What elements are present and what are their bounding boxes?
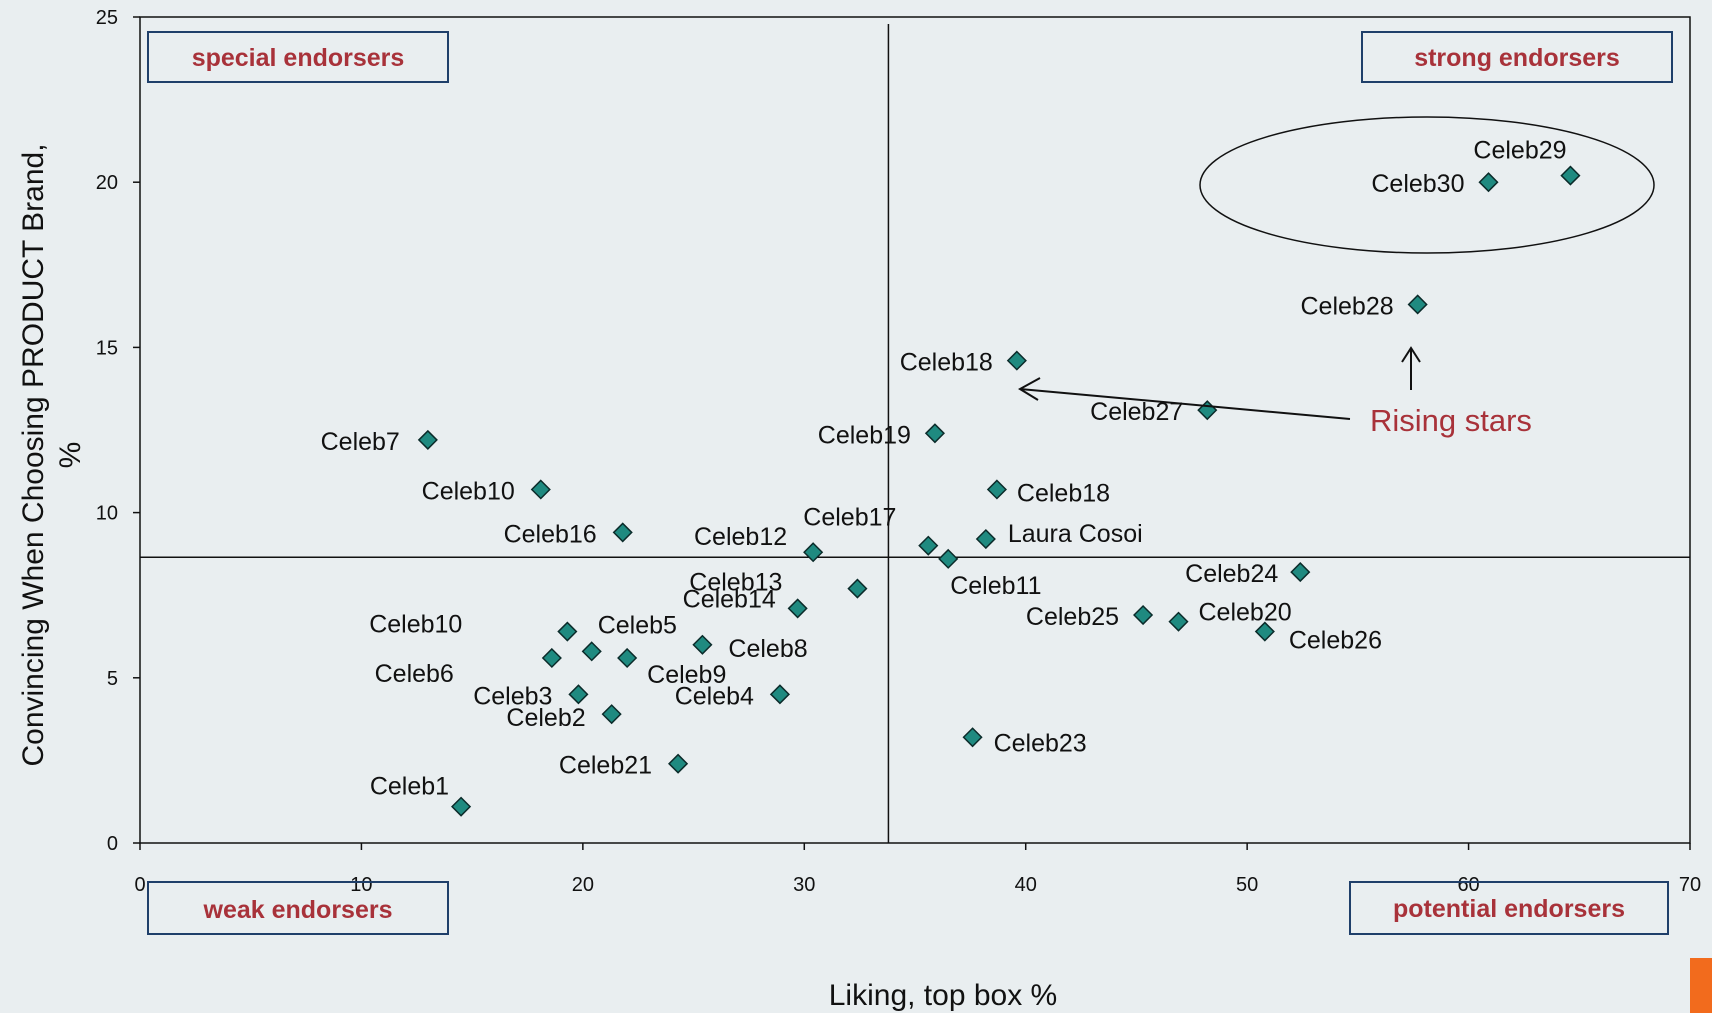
data-point-marker	[924, 423, 945, 444]
rising-stars-ellipse	[1199, 116, 1655, 254]
quadrant-box-potential	[1349, 881, 1669, 935]
data-point-marker	[568, 684, 589, 705]
data-point-marker	[918, 535, 939, 556]
x-tick-label: 60	[1457, 874, 1479, 896]
data-point-marker	[1290, 562, 1311, 583]
data-point-label: Celeb20	[1199, 599, 1292, 627]
corner-accent	[1690, 958, 1712, 1013]
rising-stars-arrowhead-left	[1018, 377, 1041, 401]
x-tick-label: 40	[1015, 874, 1037, 896]
data-point-marker	[451, 796, 472, 817]
data-point-label: Celeb3	[473, 682, 552, 710]
data-point-label: Celeb11	[950, 572, 1041, 600]
data-point-marker	[1407, 294, 1428, 315]
data-point-marker	[1478, 172, 1499, 193]
rising-stars-label: Rising stars	[1370, 403, 1532, 438]
data-point-label: Celeb1	[370, 773, 449, 801]
x-tick-label: 10	[350, 874, 372, 896]
data-point-label: Celeb2	[506, 704, 585, 732]
y-axis-title-unit: %	[54, 442, 87, 469]
data-point-marker	[847, 578, 868, 599]
data-point-label: Celeb26	[1289, 627, 1382, 655]
data-point-label: Celeb24	[1185, 560, 1278, 588]
y-tick-label: 5	[107, 668, 118, 690]
data-point-label: Celeb7	[321, 428, 400, 456]
data-point-marker	[803, 542, 824, 563]
x-tick-label: 20	[572, 874, 594, 896]
data-point-label: Celeb25	[1026, 603, 1119, 631]
data-point-marker	[557, 621, 578, 642]
data-point-label: Celeb30	[1371, 170, 1464, 198]
y-tick-label: 15	[96, 337, 118, 359]
data-point-marker	[617, 647, 638, 669]
y-axis-title: Convincing When Choosing PRODUCT Brand,	[17, 143, 50, 766]
data-point-label: Celeb28	[1301, 292, 1394, 320]
rising-stars-arrowhead-up	[1401, 346, 1421, 363]
data-point-label: Celeb4	[675, 682, 754, 710]
y-tick-label: 10	[96, 503, 118, 525]
data-point-marker	[601, 704, 622, 725]
data-point-marker	[612, 522, 633, 543]
data-point-marker	[541, 647, 562, 669]
data-point-marker	[417, 429, 438, 450]
data-point-label: Celeb17	[803, 504, 896, 532]
data-point-label: Celeb18	[900, 349, 993, 377]
data-point-label: Celeb12	[694, 523, 787, 551]
data-point-marker	[975, 528, 996, 550]
data-points	[417, 165, 1581, 817]
data-point-marker	[1560, 165, 1581, 186]
quadrant-label-potential: potential endorsers	[1393, 895, 1625, 923]
plot-frame	[139, 16, 1691, 844]
data-point-label: Celeb10	[369, 611, 462, 639]
axes	[133, 16, 1691, 850]
data-point-marker	[1006, 350, 1027, 371]
data-point-marker	[1168, 611, 1189, 632]
data-point-marker	[938, 548, 959, 569]
data-point-label: Celeb29	[1473, 137, 1566, 165]
data-point-marker	[668, 753, 689, 774]
y-tick-label: 20	[96, 172, 118, 194]
tick-labels: 0 10 20 30 40 50 60 70 0 5 10 15 20 25	[96, 7, 1701, 896]
reference-lines	[140, 24, 1690, 843]
data-point-label: Celeb13	[689, 569, 782, 597]
data-point-marker	[581, 641, 602, 662]
data-point-label: Celeb18	[1017, 479, 1110, 507]
data-point-label: Celeb16	[504, 520, 597, 548]
data-point-marker	[962, 727, 983, 748]
data-point-label: Celeb10	[422, 477, 515, 505]
x-tick-label: 50	[1236, 874, 1258, 896]
quadrant-label-weak: weak endorsers	[203, 896, 393, 924]
data-point-marker	[692, 634, 713, 655]
data-point-marker	[986, 479, 1007, 500]
y-tick-label: 0	[107, 833, 118, 855]
data-point-label: Celeb23	[994, 729, 1087, 757]
data-point-label: Celeb8	[728, 635, 807, 663]
data-point-marker	[1254, 621, 1275, 642]
rising-stars-arrow-left	[1019, 388, 1351, 420]
data-point-marker	[787, 598, 808, 619]
quadrant-box-strong	[1361, 31, 1673, 83]
x-axis-title: Liking, top box %	[829, 979, 1057, 1012]
data-point-label: Celeb14	[683, 585, 776, 613]
data-point-label: Celeb9	[647, 661, 726, 689]
y-tick-label: 25	[96, 7, 118, 29]
data-point-label: Celeb5	[598, 611, 677, 639]
data-point-marker	[1197, 400, 1218, 421]
data-point-label: Celeb21	[559, 752, 652, 780]
x-tick-label: 0	[134, 874, 145, 896]
quadrant-box-special	[147, 31, 449, 83]
data-point-marker	[530, 479, 551, 500]
data-point-label: Celeb19	[818, 421, 911, 449]
x-tick-label: 30	[793, 874, 815, 896]
data-point-marker	[1133, 604, 1154, 626]
data-point-marker	[769, 684, 790, 705]
data-point-label: Laura Cosoi	[1008, 520, 1143, 548]
data-point-label: Celeb6	[375, 660, 454, 688]
x-tick-label: 70	[1679, 874, 1701, 896]
quadrant-label-special: special endorsers	[192, 44, 405, 72]
quadrant-label-strong: strong endorsers	[1414, 44, 1620, 72]
quadrant-box-weak	[147, 881, 449, 935]
